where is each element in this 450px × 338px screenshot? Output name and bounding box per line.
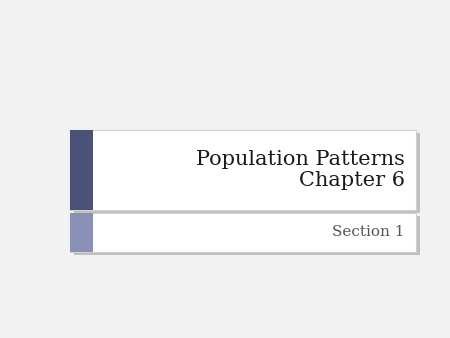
Bar [74,133,420,213]
Text: Section 1: Section 1 [333,225,405,239]
Bar [70,213,416,252]
Bar [74,216,420,255]
Bar [70,130,416,210]
Bar [70,130,93,210]
Bar [70,213,93,252]
Text: Chapter 6: Chapter 6 [299,171,405,190]
Text: Population Patterns: Population Patterns [196,150,405,169]
